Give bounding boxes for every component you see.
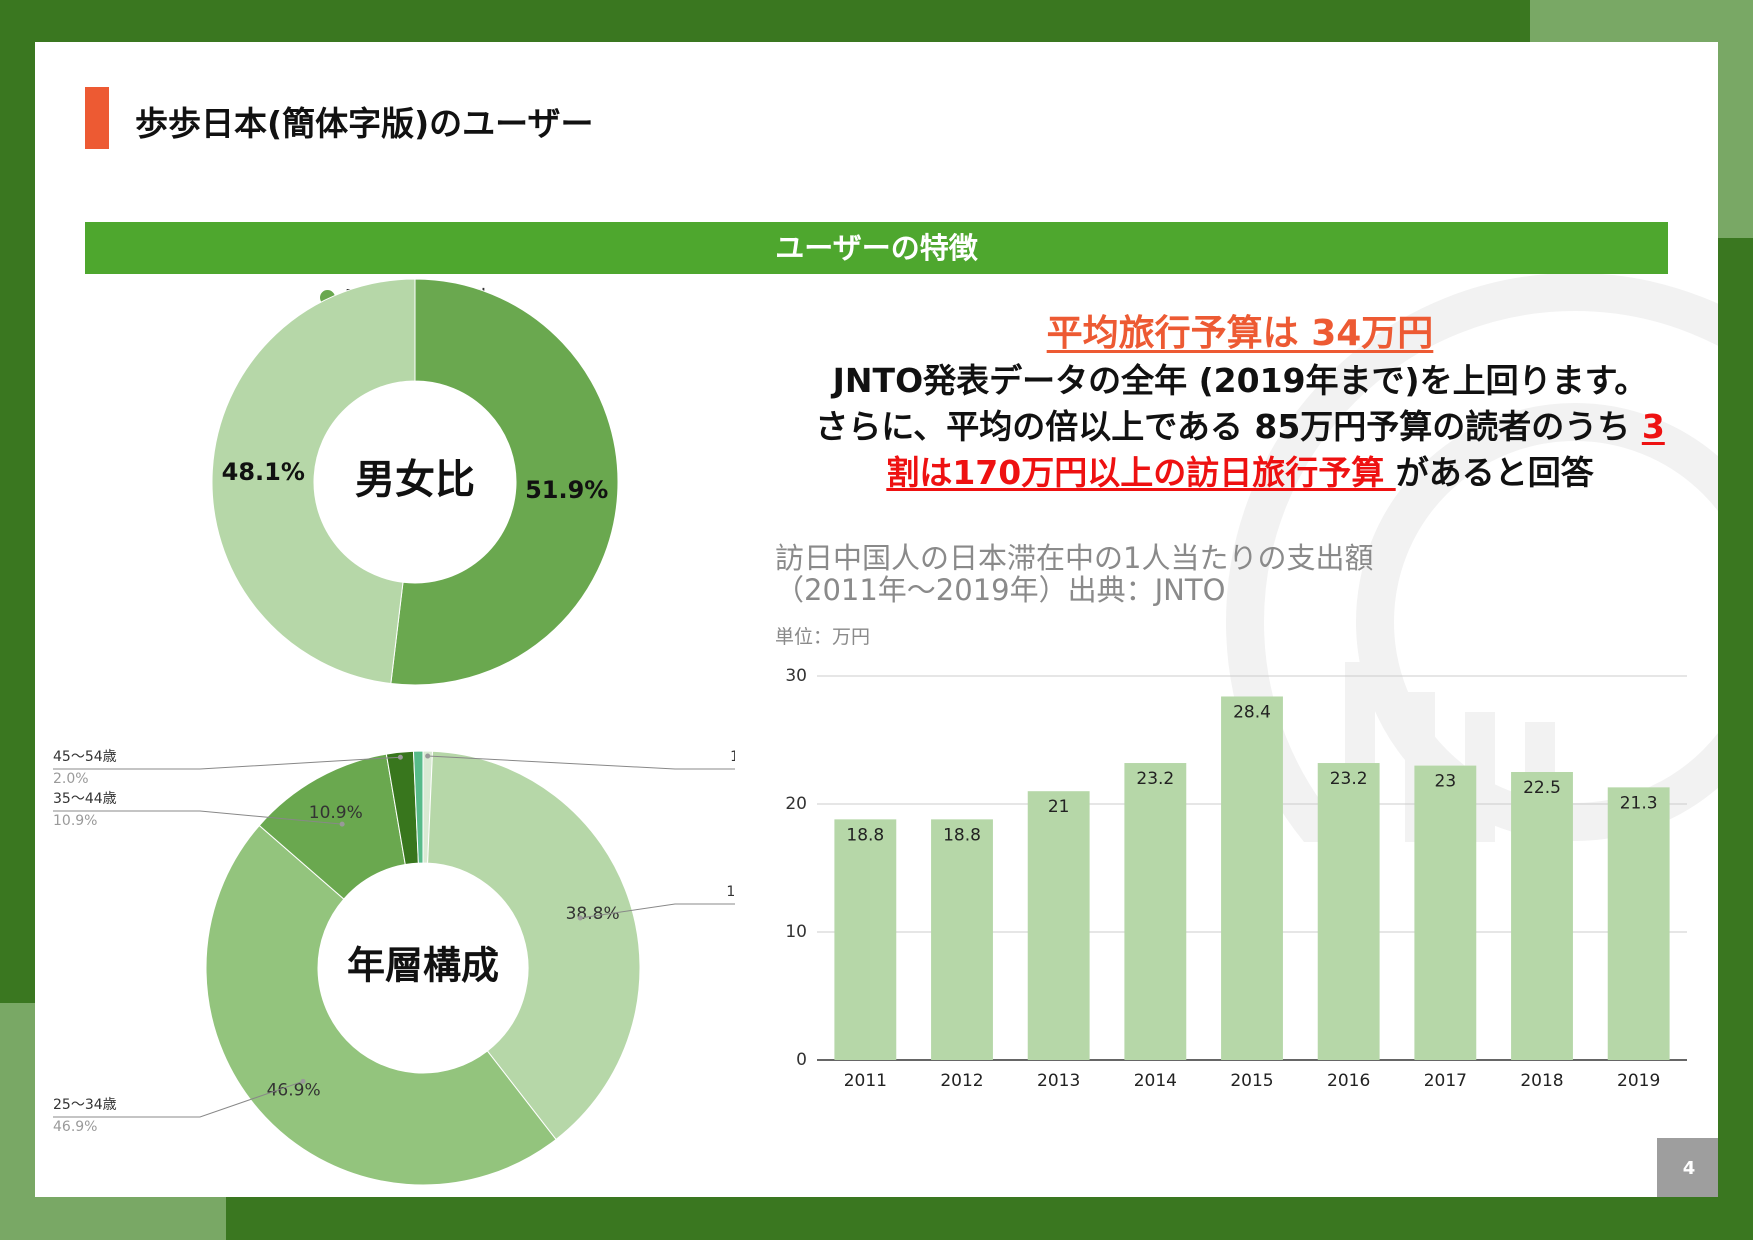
- x-tick-label: 2019: [1617, 1071, 1660, 1091]
- callout-value: 10.9%: [53, 813, 97, 829]
- section-band: ユーザーの特徴: [85, 222, 1668, 274]
- donut-center-label: 年層構成: [347, 944, 499, 988]
- callout-line: [53, 756, 401, 770]
- bar-chart-title: 訪日中国人の日本滞在中の1人当たりの支出額 （2011年〜2019年）出典：JN…: [775, 542, 1373, 606]
- headline: 平均旅行予算は 34万円 JNTO発表データの全年 (2019年まで)を上回りま…: [775, 304, 1705, 496]
- gender-donut-chart: 男女比 51.9% 48.1%: [211, 278, 619, 686]
- bar-value-label: 18.8: [943, 825, 981, 845]
- donut-slice: [390, 278, 619, 686]
- headline-highlight: 割は170万円以上の訪日旅行予算: [886, 453, 1396, 492]
- bar: [1317, 763, 1380, 1060]
- slice-value-label: 46.9%: [267, 1080, 321, 1100]
- callout-dot: [577, 915, 583, 921]
- x-tick-label: 2012: [940, 1071, 983, 1091]
- x-tick-label: 2015: [1230, 1071, 1273, 1091]
- callout-label: 25〜34歳: [53, 1097, 117, 1113]
- callout-dot: [300, 1078, 306, 1084]
- bar: [1027, 791, 1090, 1060]
- callout-line: [427, 755, 735, 770]
- donut-slice: [205, 824, 557, 1186]
- callout-label: 35〜44歳: [53, 791, 117, 807]
- callout-line: [53, 1080, 304, 1118]
- x-tick-label: 2011: [844, 1071, 887, 1091]
- title-accent-bar: [85, 87, 109, 149]
- bar-value-label: 21.3: [1620, 793, 1658, 813]
- donut-center-label: 男女比: [355, 457, 475, 503]
- bar: [1607, 787, 1670, 1060]
- x-tick-label: 2014: [1134, 1071, 1177, 1091]
- callout-label: 18歳未満: [730, 749, 735, 765]
- donut-slice: [211, 278, 416, 685]
- headline-line4: があると回答: [1395, 453, 1594, 492]
- callout-label: 19〜24歳: [726, 884, 735, 900]
- x-tick-label: 2016: [1327, 1071, 1370, 1091]
- bar: [1124, 763, 1187, 1060]
- bar-chart-unit: 単位：万円: [775, 626, 871, 648]
- slice-value-label: 10.9%: [309, 803, 363, 823]
- bar-value-label: 23.2: [1330, 769, 1368, 789]
- bar: [1414, 765, 1477, 1060]
- age-donut-chart: 年層構成38.8%46.9%10.9%18歳未満0.7%19〜24歳38.8%2…: [53, 749, 735, 1186]
- bar-chart-title-line: 訪日中国人の日本滞在中の1人当たりの支出額: [775, 541, 1374, 575]
- callout-value: 46.9%: [53, 1119, 97, 1135]
- slice-value-label: 48.1%: [222, 458, 305, 486]
- callout-dot: [397, 754, 403, 760]
- page-number: 4: [1657, 1138, 1718, 1197]
- headline-budget: 平均旅行予算は 34万円: [1046, 313, 1434, 354]
- x-tick-label: 2013: [1037, 1071, 1080, 1091]
- x-tick-label: 2017: [1424, 1071, 1467, 1091]
- bar-value-label: 22.5: [1523, 778, 1561, 798]
- callout-line: [580, 903, 735, 919]
- donut-slice: [412, 750, 424, 864]
- y-tick-label: 30: [785, 666, 807, 686]
- callout-label: 45〜54歳: [53, 749, 117, 765]
- bar-value-label: 21: [1048, 797, 1070, 817]
- callout-value: 2.0%: [53, 771, 89, 787]
- bar: [931, 819, 993, 1060]
- bar-value-label: 23.2: [1136, 769, 1174, 789]
- y-tick-label: 0: [796, 1050, 807, 1070]
- callout-dot: [339, 821, 345, 827]
- callout-dot: [425, 753, 431, 759]
- x-tick-label: 2018: [1520, 1071, 1563, 1091]
- bar-value-label: 28.4: [1233, 702, 1271, 722]
- headline-highlight: 3: [1641, 407, 1665, 446]
- headline-line3: さらに、平均の倍以上である 85万円予算の読者のうち: [815, 407, 1642, 446]
- slide-title: 歩歩日本(簡体字版)のユーザー: [135, 104, 594, 143]
- bar-value-label: 18.8: [846, 825, 884, 845]
- bar: [1221, 696, 1283, 1060]
- bar-chart-title-line: （2011年〜2019年）出典：JNTO: [775, 573, 1226, 607]
- spending-bar-chart: 0 10 20 30 18.8 2011 18.8 2012 21 2013 23.2 2014 28.…: [785, 666, 1687, 1091]
- y-tick-label: 10: [785, 922, 807, 942]
- donut-slice: [427, 750, 641, 1141]
- bar: [834, 819, 897, 1060]
- y-tick-label: 20: [785, 794, 807, 814]
- headline-line2: JNTO発表データの全年 (2019年まで)を上回ります。: [832, 361, 1648, 400]
- slice-value-label: 51.9%: [525, 476, 608, 504]
- callout-line: [53, 810, 343, 825]
- bar: [1511, 772, 1573, 1060]
- bar-value-label: 23: [1435, 772, 1457, 792]
- slide: 歩歩日本(簡体字版)のユーザー ユーザーの特徴 男性 女性 男女比51.9%48…: [35, 42, 1718, 1197]
